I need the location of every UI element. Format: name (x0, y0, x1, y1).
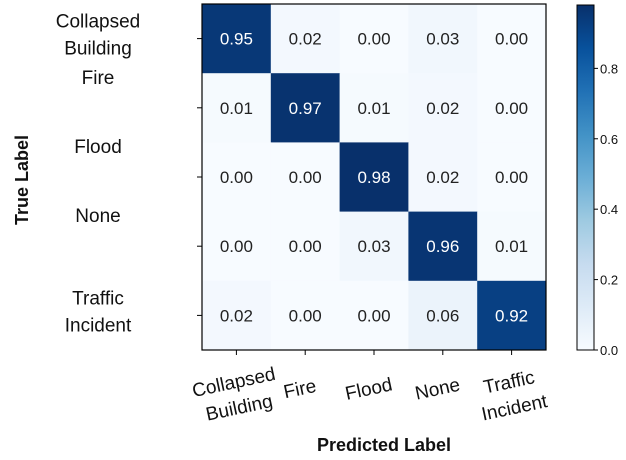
cell-value-label: 0.95 (220, 30, 253, 49)
heatmap-cell (339, 211, 409, 282)
heatmap-cell (202, 211, 272, 282)
y-tick-label: Collapsed Building (56, 12, 141, 60)
cell-value-label: 0.00 (220, 168, 253, 187)
heatmap-cell (270, 142, 341, 213)
cell-value-label: 0.00 (289, 237, 322, 256)
heatmap-cell (202, 4, 272, 74)
heatmap-cell (408, 280, 478, 351)
cell-value-label: 0.00 (289, 306, 322, 325)
heatmap-cell (202, 73, 272, 143)
cell-value-label: 0.03 (426, 30, 459, 49)
heatmap-cell (339, 4, 409, 74)
colorbar-tick-label: 0.6 (600, 132, 618, 147)
heatmap-cell (202, 142, 272, 213)
cell-value-label: 0.98 (357, 168, 390, 187)
x-tick-label: Fire (282, 376, 318, 403)
heatmap-cell (477, 4, 547, 74)
x-tick-label: CollapsedBuilding (190, 364, 282, 428)
cell-value-label: 0.02 (289, 30, 322, 49)
heatmap-cell (408, 4, 478, 74)
cell-value-label: 0.96 (426, 237, 459, 256)
y-tick-label: Traffic Incident (65, 288, 132, 336)
heatmap-cell (477, 211, 547, 282)
cell-value-label: 0.00 (289, 168, 322, 187)
heatmap-cell (477, 73, 547, 143)
x-axis-title: Predicted Label (317, 435, 451, 455)
heatmap-cell (270, 73, 341, 143)
heatmap-cell (477, 280, 547, 351)
cell-value-label: 0.06 (426, 306, 459, 325)
heatmap-cell (270, 4, 341, 74)
heatmap-cell (270, 280, 341, 351)
heatmap-cell (339, 280, 409, 351)
heatmap-cell (408, 142, 478, 213)
cell-value-label: 0.92 (495, 306, 528, 325)
heatmap-cell (408, 73, 478, 143)
colorbar-tick-label: 0.8 (600, 61, 618, 76)
cell-value-label: 0.01 (220, 99, 253, 118)
cell-value-label: 0.00 (495, 99, 528, 118)
cell-value-label: 0.00 (220, 237, 253, 256)
heatmap-cell (339, 73, 409, 143)
y-axis-title: True Label (12, 135, 32, 225)
colorbar-tick-label: 0.4 (600, 202, 618, 217)
x-tick-label: TrafficIncident (474, 366, 550, 426)
cell-value-label: 0.01 (495, 237, 528, 256)
cell-value-label: 0.03 (357, 237, 390, 256)
heatmap-cells: 0.95 0.02 0.00 0.03 0.00 0.01 0.97 0.01 0.02 0.00… (202, 4, 547, 351)
cell-value-label: 0.97 (289, 99, 322, 118)
cell-value-label: 0.00 (357, 30, 390, 49)
x-tick-label: Flood (343, 374, 394, 404)
heatmap-cell (477, 142, 547, 213)
heatmap-cell (202, 280, 272, 351)
colorbar-tick-label: 0.0 (600, 343, 618, 358)
heatmap-cell (270, 211, 341, 282)
cell-value-label: 0.00 (495, 168, 528, 187)
heatmap-cell (408, 211, 478, 282)
cell-value-label: 0.00 (495, 30, 528, 49)
colorbar (576, 4, 595, 351)
cell-value-label: 0.02 (426, 99, 459, 118)
y-tick-label: Flood (74, 137, 122, 158)
x-tick-label: None (413, 375, 462, 405)
colorbar-ticks: 0.0 0.2 0.4 0.6 0.8 (594, 61, 618, 358)
y-tick-label: None (75, 206, 120, 227)
y-tick-label: Fire (82, 68, 115, 89)
cell-value-label: 0.00 (357, 306, 390, 325)
cell-value-label: 0.02 (220, 306, 253, 325)
heatmap-cell (339, 142, 409, 213)
colorbar-tick-label: 0.2 (600, 273, 618, 288)
cell-value-label: 0.02 (426, 168, 459, 187)
cell-value-label: 0.01 (357, 99, 390, 118)
